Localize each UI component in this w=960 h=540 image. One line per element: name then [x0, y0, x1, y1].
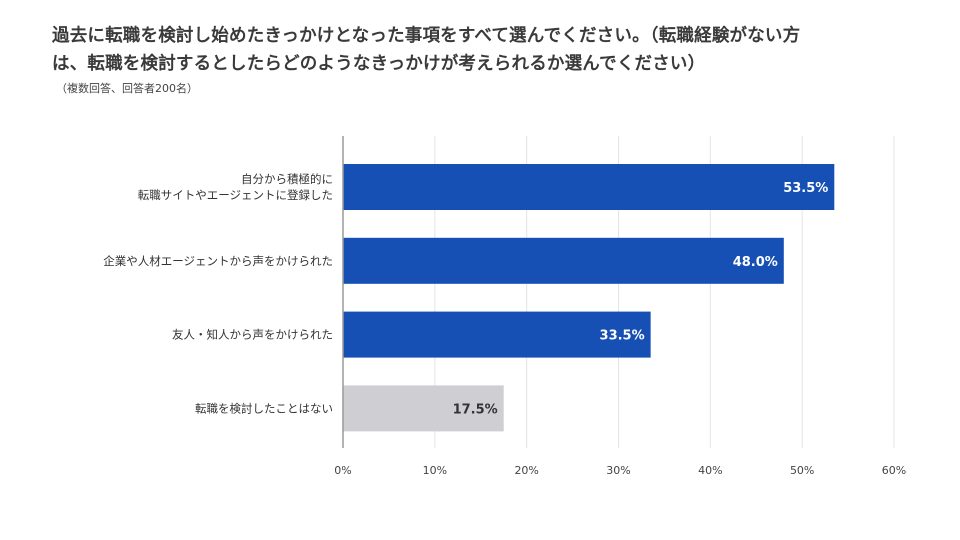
x-tick-label: 0% [334, 464, 351, 477]
data-label: 17.5% [453, 402, 498, 417]
category-label: 転職を検討したことはない [195, 401, 333, 415]
bar [343, 237, 784, 284]
chart-subtitle: （複数回答、回答者200名） [56, 82, 198, 95]
data-label: 33.5% [600, 329, 645, 344]
bar [343, 164, 835, 210]
chart-title-line-2: は、転職を検討するとしたらどのようなきっかけが考えられるか選んでください） [52, 54, 706, 74]
x-tick-label: 40% [698, 464, 722, 477]
x-tick-label: 60% [882, 464, 906, 477]
x-tick-label: 20% [514, 464, 538, 477]
x-tick-label: 50% [790, 464, 814, 477]
category-label: 自分から積極的に [241, 172, 333, 186]
data-label: 48.0% [733, 255, 778, 270]
bar [343, 385, 504, 432]
chart-title-line-1: 過去に転職を検討し始めたきっかけとなった事項をすべて選んでください。（転職経験が… [52, 26, 801, 46]
x-tick-label: 10% [423, 464, 447, 477]
category-label: 転職サイトやエージェントに登録した [138, 188, 333, 202]
x-tick-label: 30% [606, 464, 630, 477]
chart-title: 過去に転職を検討し始めたきっかけとなった事項をすべて選んでください。（転職経験が… [52, 22, 932, 78]
category-label: 企業や人材エージェントから声をかけられた [103, 254, 333, 268]
bar [343, 311, 651, 358]
category-label: 友人・知人から声をかけられた [172, 328, 333, 342]
data-label: 53.5% [783, 181, 828, 196]
